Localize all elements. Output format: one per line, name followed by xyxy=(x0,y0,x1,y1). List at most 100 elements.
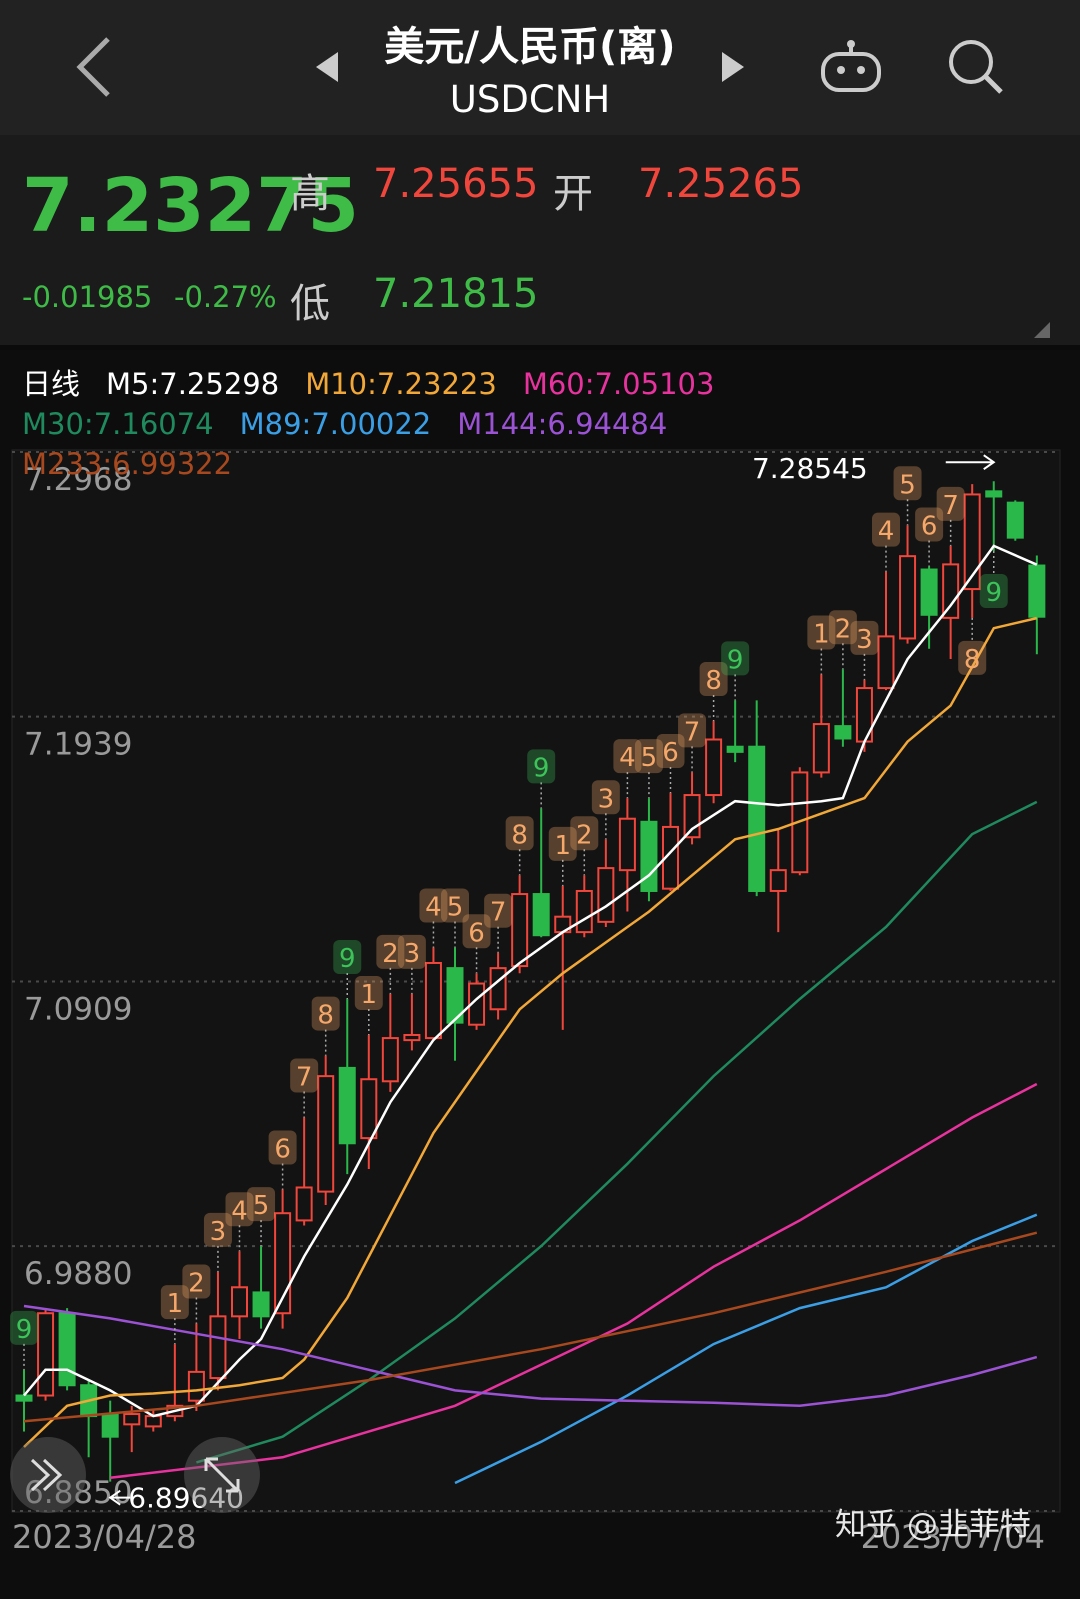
candle-body xyxy=(575,889,593,934)
td-label: 6 xyxy=(468,918,485,948)
candle-body xyxy=(920,568,938,616)
td-badge xyxy=(656,733,685,768)
candle-body xyxy=(489,967,507,1011)
candle-body xyxy=(726,745,744,753)
back-button[interactable] xyxy=(70,35,120,100)
td-label: 3 xyxy=(404,939,421,969)
td-badge xyxy=(872,512,900,547)
candle-body xyxy=(963,493,981,591)
td-label: 3 xyxy=(856,625,873,655)
candle-body xyxy=(597,867,615,923)
period-label: 日线 xyxy=(22,367,81,401)
last-price: 7.23275 xyxy=(22,163,360,249)
td-label: 4 xyxy=(878,517,895,547)
min-label: 6.89640 xyxy=(128,1482,244,1515)
td-label: 8 xyxy=(317,1001,334,1031)
legend-entry: M10:7.23223 xyxy=(305,367,497,401)
td-label: 2 xyxy=(382,939,399,969)
legend-entry: M5:7.25298 xyxy=(106,367,280,401)
td-label: 6 xyxy=(274,1135,291,1165)
ma-line xyxy=(23,1304,1038,1408)
ma-line xyxy=(23,1231,1038,1423)
td-label: 9 xyxy=(727,645,744,675)
td-label: 2 xyxy=(188,1269,205,1299)
td-label: 2 xyxy=(576,820,593,850)
td-label: 9 xyxy=(339,944,356,974)
float-button-icon xyxy=(204,1457,240,1493)
td-badge xyxy=(721,641,750,676)
td-badge xyxy=(570,816,599,851)
candle-body xyxy=(101,1413,119,1438)
quote-panel: 7.23275 高 7.25655 开 7.25265 -0.01985 -0.… xyxy=(0,135,1080,345)
td-badge xyxy=(807,615,836,650)
candle-body xyxy=(834,725,852,740)
td-badge xyxy=(936,486,965,521)
title: 美元/人民币(离) xyxy=(384,24,676,70)
x-tick-label: 2023/04/28 xyxy=(12,1518,196,1556)
td-badge xyxy=(247,1187,276,1222)
candle-body xyxy=(187,1370,205,1402)
td-badge xyxy=(397,934,426,969)
td-label: 8 xyxy=(511,820,528,850)
ma-line xyxy=(110,1082,1038,1480)
td-badge xyxy=(634,739,663,774)
candle-body xyxy=(1006,501,1024,539)
ma-line xyxy=(196,800,1038,1464)
td-badge xyxy=(699,661,728,696)
robot-button[interactable] xyxy=(818,38,884,98)
td-badge xyxy=(505,816,534,851)
td-label: 6 xyxy=(921,511,938,541)
td-label: 5 xyxy=(899,470,916,500)
td-label: 8 xyxy=(964,645,981,675)
td-badge xyxy=(290,1058,319,1093)
y-tick-label: 7.1939 xyxy=(24,727,132,763)
td-badge xyxy=(333,939,362,974)
float-button-icon xyxy=(30,1458,63,1492)
td-label: 4 xyxy=(425,893,442,923)
td-badge xyxy=(548,826,577,861)
td-badge xyxy=(613,739,642,774)
legend-entry: M144:6.94484 xyxy=(457,407,668,441)
td-label: 1 xyxy=(554,831,571,861)
candle-body xyxy=(295,1186,313,1222)
open-label: 开 xyxy=(553,171,593,217)
td-label: 4 xyxy=(231,1196,248,1226)
td-label: 7 xyxy=(296,1063,313,1093)
candle-body xyxy=(877,635,895,690)
candle-body xyxy=(511,893,529,968)
x-tick-label: 2023/07/04 xyxy=(861,1518,1045,1556)
td-label: 4 xyxy=(619,743,636,773)
y-tick-label: 6.9880 xyxy=(24,1256,132,1292)
candle-body xyxy=(144,1415,162,1428)
candle-body xyxy=(252,1291,270,1318)
candle-body xyxy=(1028,564,1046,618)
candle-body xyxy=(640,820,658,892)
min-arrow xyxy=(108,1489,131,1506)
prev-button[interactable] xyxy=(312,50,342,84)
td-badge xyxy=(376,934,405,969)
candle-body xyxy=(618,817,636,872)
candle-body xyxy=(942,563,960,619)
change-percent: -0.27% xyxy=(174,280,277,314)
td-badge xyxy=(958,640,987,675)
search-button[interactable] xyxy=(945,36,1007,98)
expand-corner[interactable] xyxy=(1032,320,1052,340)
candle-body xyxy=(403,1033,421,1042)
td-label: 8 xyxy=(705,666,722,696)
candle-body xyxy=(231,1286,248,1318)
candle-body xyxy=(683,794,701,839)
td-label: 3 xyxy=(598,784,615,814)
ma-line xyxy=(23,616,1038,1448)
td-label: 5 xyxy=(641,743,658,773)
max-arrow xyxy=(945,454,996,471)
td-badge xyxy=(225,1192,254,1227)
next-button[interactable] xyxy=(718,50,748,84)
candle-body xyxy=(532,893,550,937)
td-label: 3 xyxy=(210,1217,227,1247)
symbol: USDCNH xyxy=(449,78,611,121)
td-badge xyxy=(915,507,944,542)
candle-body xyxy=(317,1075,335,1193)
td-label: 9 xyxy=(985,578,1002,608)
